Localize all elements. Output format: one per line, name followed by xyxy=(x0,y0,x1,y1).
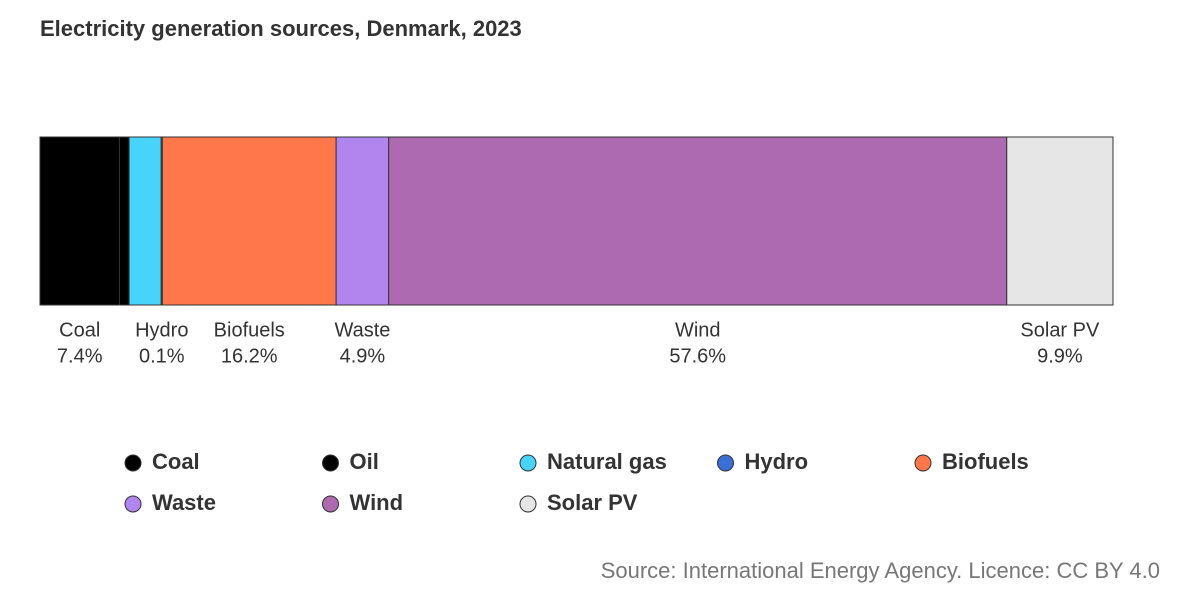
bar-segment xyxy=(335,136,390,306)
source-note: Source: International Energy Agency. Lic… xyxy=(601,558,1160,583)
bar-segment xyxy=(388,136,1008,306)
segment-value: 9.9% xyxy=(1037,345,1083,367)
segment-value: 4.9% xyxy=(340,345,386,367)
segment-name: Wind xyxy=(675,319,721,341)
legend-swatch xyxy=(914,454,932,472)
bar-segment xyxy=(1006,136,1114,306)
legend-label: Biofuels xyxy=(942,449,1029,474)
segment-name: Waste xyxy=(334,319,390,341)
segment-value: 7.4% xyxy=(57,345,103,367)
legend-swatch xyxy=(322,495,339,513)
legend-swatch xyxy=(519,495,537,513)
legend-swatch xyxy=(124,454,142,472)
legend-label: Natural gas xyxy=(547,449,667,474)
segment-name: Coal xyxy=(59,319,100,341)
legend-swatch xyxy=(322,454,339,472)
legend-swatch xyxy=(717,454,734,472)
segment-value: 0.1% xyxy=(139,345,185,367)
segment-value: 57.6% xyxy=(669,345,726,367)
bar-segment xyxy=(128,136,162,306)
legend-label: Coal xyxy=(152,449,200,474)
bar-segment xyxy=(39,136,120,306)
segment-value: 16.2% xyxy=(221,345,278,367)
segment-name: Biofuels xyxy=(214,319,285,341)
legend-label: Oil xyxy=(350,449,379,474)
bar-segment xyxy=(118,136,130,306)
legend-label: Waste xyxy=(152,490,216,515)
legend-label: Hydro xyxy=(745,449,809,474)
segment-name: Hydro xyxy=(135,319,188,341)
legend-swatch xyxy=(124,495,142,513)
segment-name: Solar PV xyxy=(1020,319,1100,341)
legend-label: Solar PV xyxy=(547,490,638,515)
legend-swatch xyxy=(519,454,537,472)
chart-title: Electricity generation sources, Denmark,… xyxy=(40,16,522,41)
bar-segment xyxy=(161,136,337,306)
legend-label: Wind xyxy=(350,490,404,515)
